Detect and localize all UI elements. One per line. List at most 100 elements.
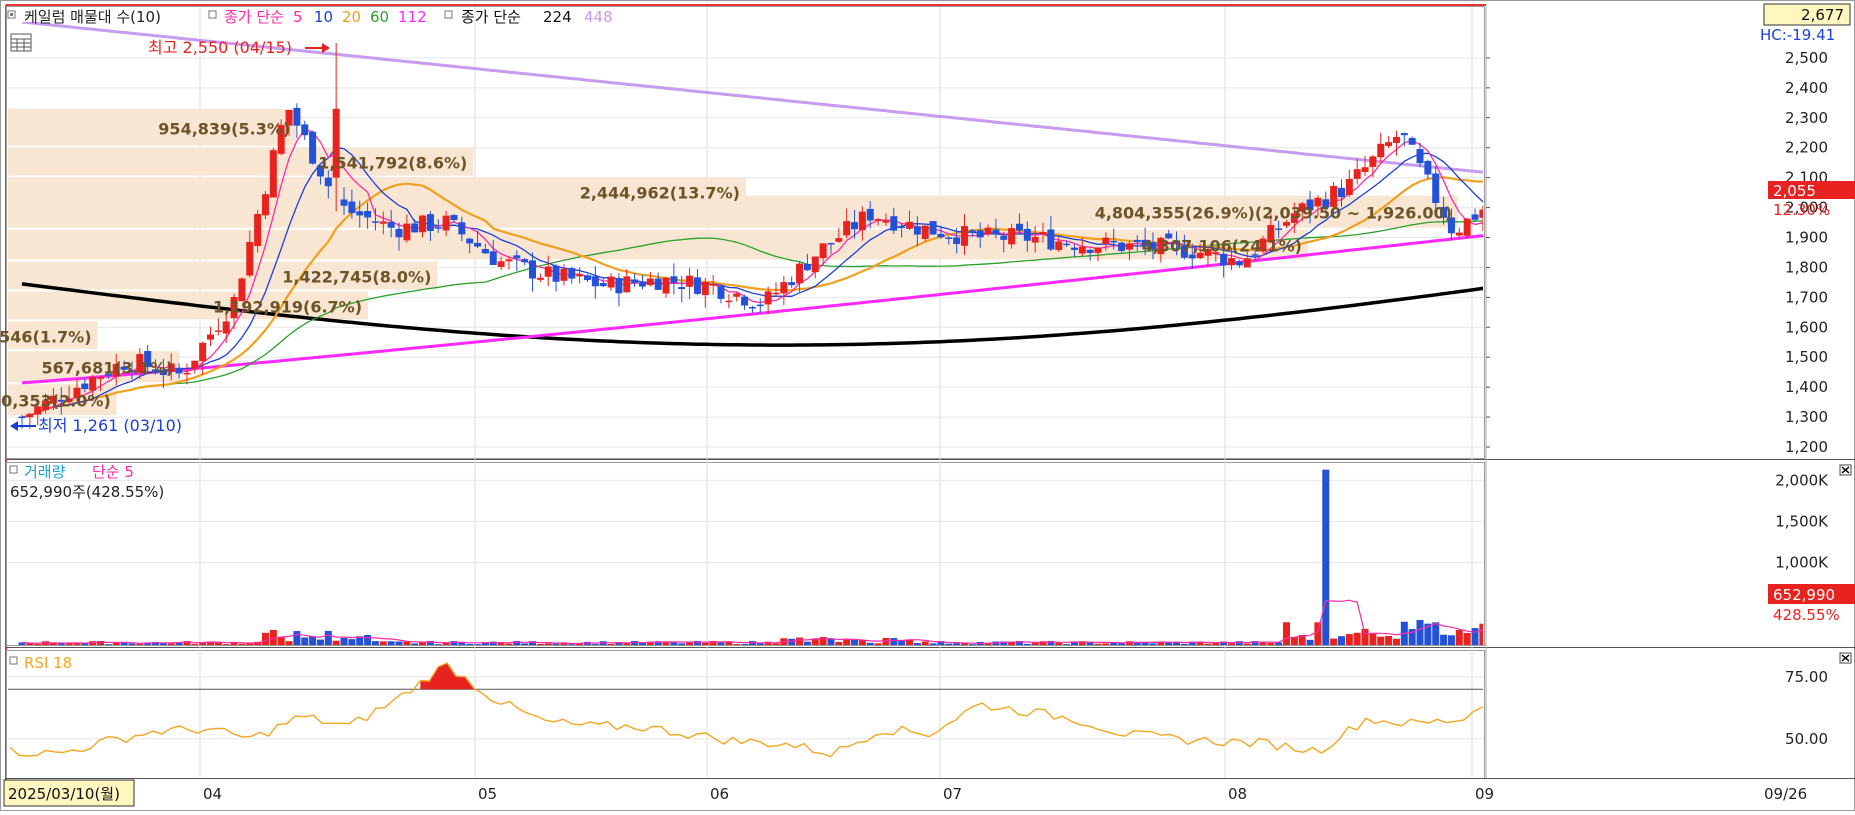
candle-body (340, 199, 348, 206)
volume-bar (1251, 641, 1259, 645)
top-legend: 케일럼 매물대 수(10) 종가 단순 5 10 20 60 112 종가 단순… (7, 8, 613, 26)
candle-body (89, 377, 97, 391)
volume-bar (1392, 638, 1400, 645)
volume-bar (112, 642, 120, 645)
candle-body (874, 219, 882, 221)
rsi-close-icon[interactable] (1839, 652, 1852, 664)
volume-bar (1290, 637, 1298, 645)
candle-body (1432, 173, 1440, 204)
price-tick-label: 1,400 (1785, 378, 1828, 396)
candle-body (1070, 247, 1078, 250)
volume-bar (851, 639, 859, 645)
volume-bar (1228, 643, 1236, 645)
candle-body (1337, 187, 1345, 198)
candle-body (1188, 254, 1196, 259)
legend-ma-label[interactable]: 종가 단순 (224, 8, 284, 26)
volume-bar (97, 640, 105, 645)
volume-bar (34, 643, 42, 645)
volume-bar (1102, 643, 1110, 645)
volume-close-icon[interactable] (1839, 464, 1852, 476)
legend-ma-label-2[interactable]: 종가 단순 (461, 8, 521, 26)
volume-bar (191, 643, 199, 645)
volume-bar (638, 642, 646, 645)
volume-profile-label: 954,839(5.3%) (158, 119, 290, 138)
volume-bar (576, 643, 584, 645)
volume-bar (340, 637, 348, 645)
low-arrow-icon (10, 421, 36, 431)
volume-bar (1463, 633, 1471, 645)
price-tag-percent: 12.30% (1773, 201, 1830, 219)
candle-body (505, 259, 513, 262)
volume-profile-label: 1,422,745(8.0%) (282, 267, 431, 286)
candle-body (26, 413, 34, 418)
candle-body (1008, 228, 1016, 245)
candle-body (1204, 249, 1212, 256)
candle-body (701, 281, 709, 296)
candle-body (937, 233, 945, 238)
legend-volume-profile[interactable]: 케일럼 매물대 수(10) (24, 8, 161, 26)
volume-ma-label[interactable]: 단순 5 (92, 463, 134, 481)
candle-body (803, 263, 811, 271)
volume-tick-label: 1,000K (1775, 554, 1829, 572)
volume-bar (772, 643, 780, 645)
volume-bar (466, 643, 474, 645)
volume-bar (552, 643, 560, 645)
volume-bar (968, 644, 976, 645)
month-tick-label: 04 (203, 785, 222, 803)
candle-body (489, 251, 497, 265)
volume-bar (65, 643, 73, 645)
volume-bar (1267, 642, 1275, 645)
volume-profile-label: 2,444,962(13.7%) (580, 184, 740, 203)
rsi-title[interactable]: RSI 18 (24, 654, 72, 672)
candle-body (481, 249, 489, 254)
volume-bar (1353, 632, 1361, 645)
volume-bar (49, 643, 57, 645)
candle-body (81, 383, 89, 390)
candle-body (309, 131, 317, 164)
volume-bar (1015, 641, 1023, 645)
legend-ma60: 60 (370, 8, 389, 26)
volume-panel-border (6, 462, 1485, 646)
candle-body (882, 220, 890, 223)
candle-body (1298, 203, 1306, 212)
candle-body (670, 276, 678, 283)
volume-bar (364, 634, 372, 645)
volume-tag-box (1768, 584, 1855, 604)
candle-body (796, 263, 804, 284)
candle-body (1039, 232, 1047, 235)
volume-bar (1298, 634, 1306, 645)
table-icon[interactable] (10, 33, 32, 52)
volume-bar (811, 638, 819, 645)
candle-body (513, 255, 521, 259)
candle-body (748, 307, 756, 309)
candle-body (599, 283, 607, 287)
candle-body (277, 124, 285, 154)
volume-bar (874, 643, 882, 645)
candle-body (1479, 209, 1483, 218)
candle-body (945, 237, 953, 239)
candle-body (544, 266, 552, 277)
candle-body (631, 279, 639, 283)
volume-bar (505, 643, 513, 645)
ma448-line (21, 22, 1483, 174)
volume-bar (1039, 641, 1047, 645)
candle-body (144, 350, 152, 368)
volume-bar (1283, 622, 1291, 645)
price-tick-label: 2,300 (1785, 109, 1828, 127)
volume-bar (529, 641, 537, 645)
volume-title[interactable]: 거래량 (24, 463, 66, 481)
volume-bar (1086, 641, 1094, 645)
legend-bullet-icon (208, 10, 217, 19)
candle-body (1102, 237, 1110, 244)
candle-body (678, 287, 686, 290)
volume-bar (1094, 643, 1102, 645)
volume-bar (159, 642, 167, 645)
candle-body (560, 268, 568, 281)
candle-body (466, 238, 474, 244)
volume-bar (560, 642, 568, 645)
volume-bar (348, 639, 356, 645)
price-tick-label: 1,600 (1785, 318, 1828, 336)
volume-bar (183, 641, 191, 645)
volume-bar (222, 644, 230, 645)
legend-ma224: 224 (543, 8, 572, 26)
